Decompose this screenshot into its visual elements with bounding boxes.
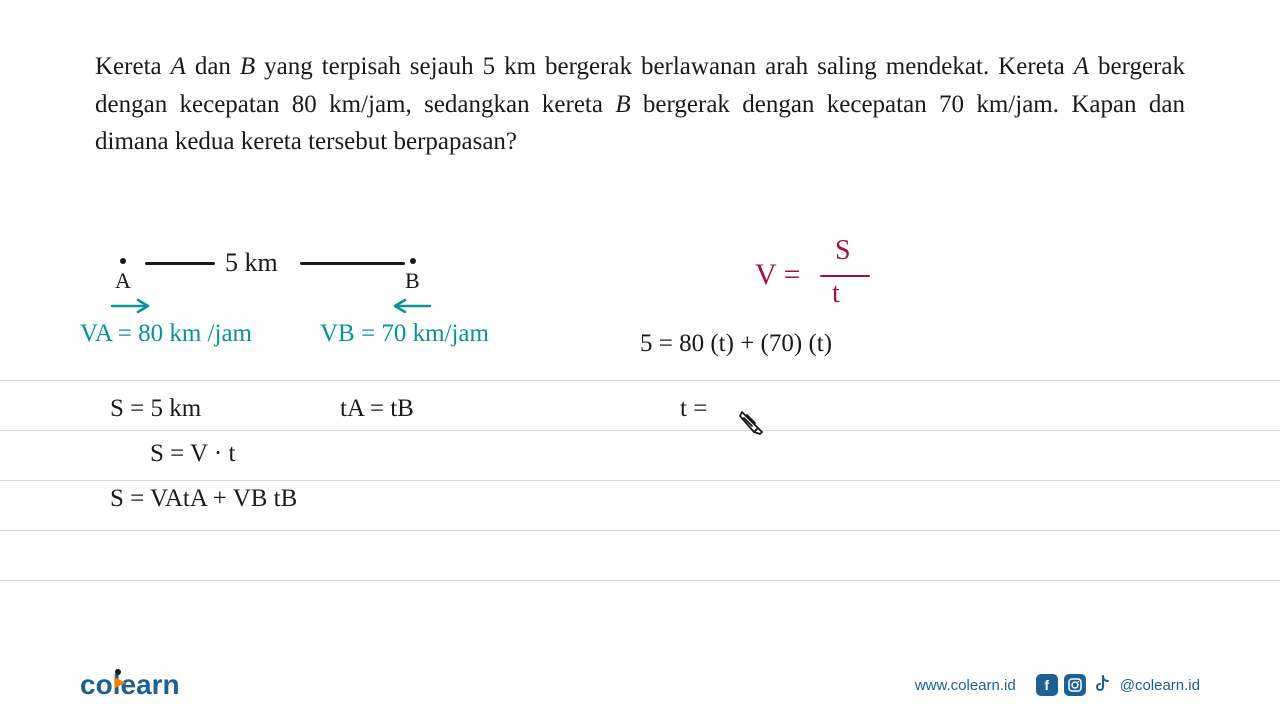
text-B2: B [615, 91, 630, 118]
label-5km: 5 km [225, 248, 278, 278]
logo: co▸learn [80, 669, 180, 701]
diagram-line-left [145, 262, 215, 265]
point-B-dot [410, 258, 416, 264]
ruled-line [0, 380, 1280, 381]
ruled-line [0, 480, 1280, 481]
text-B: B [240, 53, 255, 80]
tiktok-icon [1092, 674, 1114, 696]
point-A-dot [120, 258, 126, 264]
footer-right: www.colearn.id f @colearn.id [915, 674, 1200, 696]
formula-V: V = [755, 258, 801, 292]
footer: co▸learn www.colearn.id f @colearn.id [0, 650, 1280, 720]
social-icons: f @colearn.id [1036, 674, 1200, 696]
social-handle: @colearn.id [1120, 677, 1200, 694]
solve-line2: t = [680, 395, 707, 423]
text-p2: dan [186, 53, 240, 80]
facebook-icon: f [1036, 674, 1058, 696]
label-B: B [405, 268, 420, 294]
value-tAtB: tA = tB [340, 395, 414, 423]
eq-expanded: S = VAtA + VB tB [110, 485, 297, 513]
arrow-right-icon [110, 298, 155, 314]
value-VB: VB = 70 km/jam [320, 320, 489, 348]
label-A: A [115, 268, 131, 294]
text-A: A [171, 53, 186, 80]
pencil-cursor-icon [738, 408, 768, 438]
diagram-line-right [300, 262, 405, 265]
ruled-line [0, 530, 1280, 531]
logo-co: co [80, 669, 113, 700]
ruled-line [0, 430, 1280, 431]
formula-S: S [835, 235, 851, 267]
solve-line1: 5 = 80 (t) + (70) (t) [640, 330, 832, 358]
text-A2: A [1074, 53, 1089, 80]
problem-text: Kereta A dan B yang terpisah sejauh 5 km… [95, 48, 1185, 161]
text-p3: yang terpisah sejauh 5 km bergerak berla… [255, 53, 1074, 80]
value-VA: VA = 80 km /jam [80, 320, 252, 348]
formula-t: t [832, 278, 840, 310]
ruled-line [0, 580, 1280, 581]
arrow-left-icon [390, 298, 435, 314]
eq-svt: S = V · t [150, 440, 235, 468]
text-p1: Kereta [95, 53, 171, 80]
fraction-line [820, 275, 870, 277]
instagram-icon [1064, 674, 1086, 696]
logo-dot-icon: ▸ [115, 669, 121, 675]
value-S: S = 5 km [110, 395, 201, 423]
website-url: www.colearn.id [915, 677, 1016, 694]
